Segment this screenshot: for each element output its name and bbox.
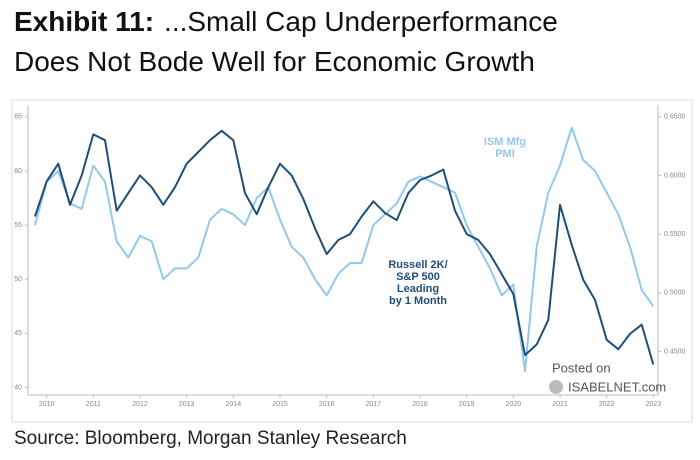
x-tick-label: 2023 [646, 401, 662, 408]
x-tick-label: 2014 [226, 401, 242, 408]
series-line [34, 126, 655, 373]
chart-frame [11, 99, 693, 423]
annotation: PMI [495, 148, 515, 160]
y2-tick-label: 0.6000 [664, 172, 686, 179]
title-text: Does Not Bode Well for Economic Growth [14, 46, 535, 77]
source: Source: Bloomberg, Morgan Stanley Resear… [14, 428, 407, 449]
y-tick-label: 65 [14, 114, 22, 121]
x-tick-label: 2016 [319, 401, 335, 408]
y2-tick-label: 0.6500 [664, 114, 686, 121]
exhibit-label: Exhibit 11: [14, 6, 155, 37]
y-tick-label: 50 [14, 276, 22, 283]
annotation: Leading [397, 283, 439, 295]
annotation: Russell 2K/ [388, 259, 447, 271]
x-tick-label: 2022 [599, 401, 615, 408]
y-tick-label: 60 [14, 168, 22, 175]
x-tick-label: 2011 [86, 401, 101, 408]
y-tick-label: 45 [14, 330, 22, 337]
title-line: Exhibit 11: ...Small Cap Underperformance [14, 6, 558, 38]
watermark: ISABELNET.com [568, 379, 666, 394]
watermark-icon [549, 380, 563, 394]
annotation: by 1 Month [389, 295, 447, 307]
x-tick-label: 2017 [366, 401, 382, 408]
y2-tick-label: 0.5500 [664, 231, 686, 238]
title-line: Does Not Bode Well for Economic Growth [14, 46, 535, 78]
y-tick-label: 40 [14, 384, 22, 391]
y2-tick-label: 0.5000 [664, 290, 686, 297]
y-tick-label: 55 [14, 222, 22, 229]
title-text: ...Small Cap Underperformance [164, 6, 558, 37]
series-line [34, 129, 655, 365]
x-tick-label: 2012 [132, 401, 148, 408]
x-tick-label: 2010 [39, 401, 55, 408]
x-tick-label: 2019 [459, 401, 475, 408]
watermark: Posted on [552, 360, 611, 375]
y2-tick-label: 0.4500 [664, 348, 686, 355]
annotation: S&P 500 [396, 271, 440, 283]
x-tick-label: 2018 [412, 401, 428, 408]
x-tick-label: 2021 [552, 401, 568, 408]
annotation: ISM Mfg [484, 136, 526, 148]
x-tick-label: 2020 [506, 401, 522, 408]
x-tick-label: 2015 [272, 401, 288, 408]
x-tick-label: 2013 [179, 401, 195, 408]
